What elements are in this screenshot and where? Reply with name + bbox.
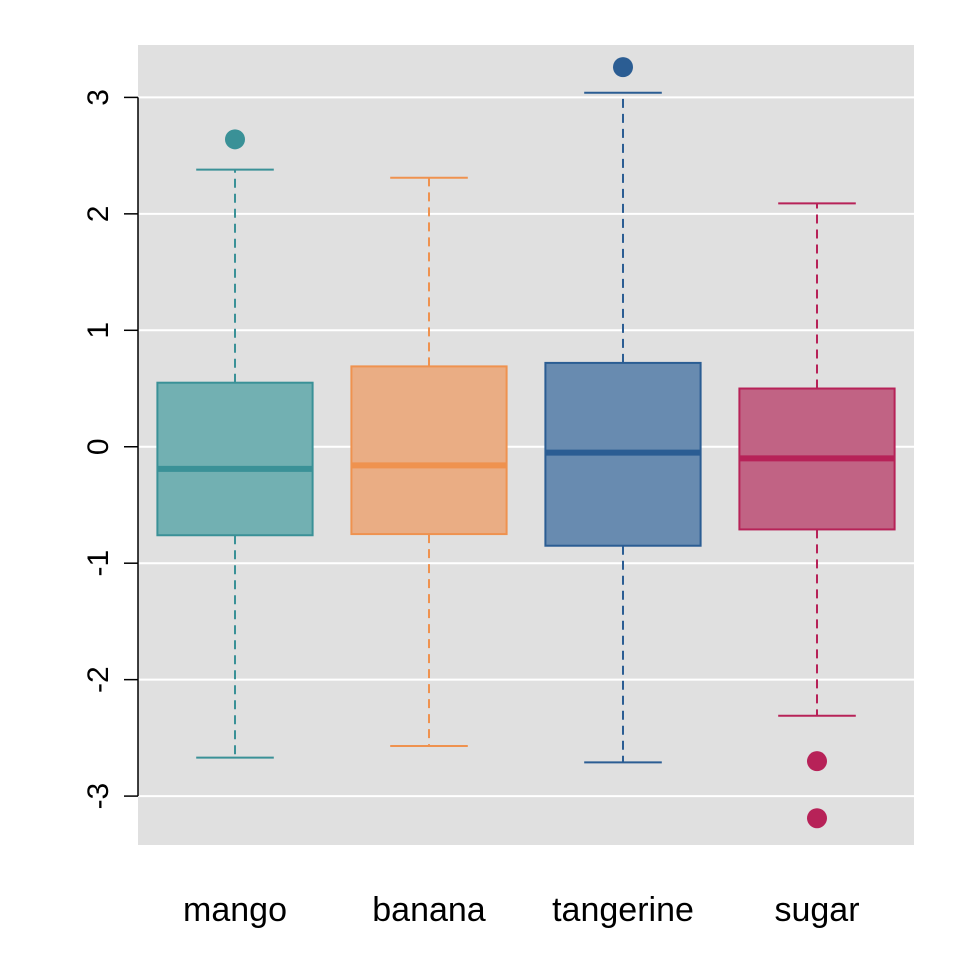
y-tick-label: -2 <box>82 666 115 693</box>
y-tick-label: 3 <box>82 89 115 106</box>
x-category-label: sugar <box>774 891 859 929</box>
y-axis: -3 -2 -1 0 1 2 3 <box>82 89 139 810</box>
boxes <box>156 57 896 829</box>
outlier-point <box>613 57 633 78</box>
category-labels: mango banana tangerine sugar <box>183 891 860 929</box>
outlier-point <box>807 751 827 772</box>
box-tangerine <box>544 57 702 764</box>
x-category-label: banana <box>372 891 486 929</box>
y-tick-label: -1 <box>82 550 115 577</box>
y-tick-label: 2 <box>82 206 115 223</box>
iqr-box <box>350 365 508 536</box>
x-category-label: mango <box>183 891 287 929</box>
y-tick-label: 1 <box>82 322 115 339</box>
y-tick-label: 0 <box>82 438 115 455</box>
outlier-point <box>225 129 245 150</box>
iqr-box <box>156 381 314 537</box>
x-category-label: tangerine <box>552 891 694 929</box>
outlier-point <box>807 808 827 829</box>
y-tick-label: -3 <box>82 783 115 810</box>
box-mango <box>156 129 314 759</box>
box-banana <box>350 176 508 748</box>
box-sugar <box>738 202 896 829</box>
